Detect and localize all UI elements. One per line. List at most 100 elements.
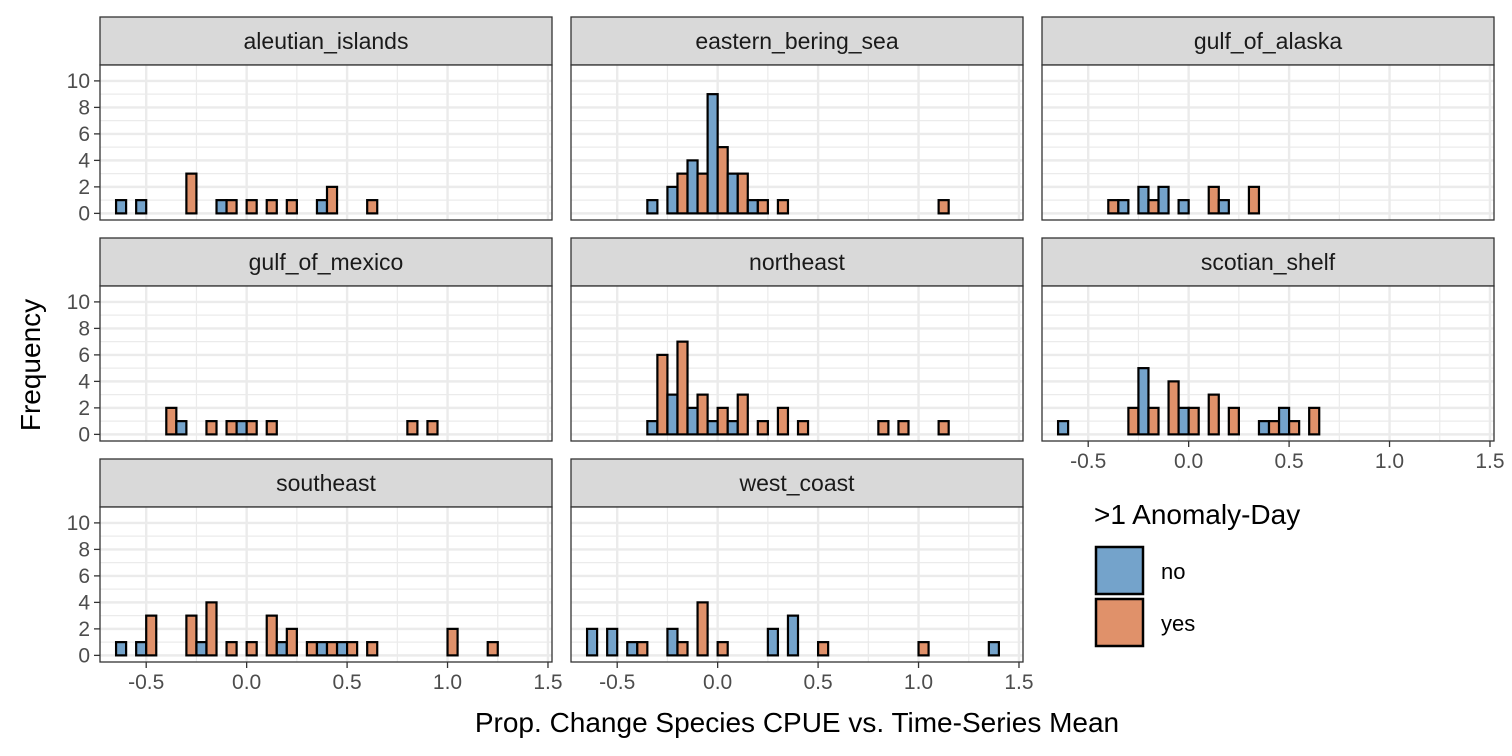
y-axis: 0 2 4 6 8 10: [67, 512, 100, 667]
bar-yes: [265, 614, 278, 657]
bar-no: [1177, 406, 1190, 436]
y-tick-label: 0: [78, 423, 90, 446]
panel-eastern-bering-sea: eastern_bering_sea: [570, 16, 1024, 221]
bar-no: [987, 641, 1000, 657]
bar-yes: [776, 199, 790, 215]
panel-bars: [646, 93, 950, 215]
bar-no: [1257, 420, 1271, 436]
panel-bars: [1107, 185, 1261, 215]
bar-yes: [1267, 420, 1281, 436]
bar-no: [766, 627, 780, 657]
panel-border: [570, 285, 1024, 442]
y-tick-label: 2: [78, 618, 90, 641]
facet-strip-label: scotian_shelf: [1201, 249, 1336, 275]
bar-yes: [716, 146, 729, 215]
bar-yes: [185, 172, 198, 215]
x-tick-label: 1.5: [533, 671, 562, 694]
y-tick-label: 10: [67, 70, 90, 93]
bar-no: [726, 420, 739, 436]
panel-border: [99, 506, 553, 663]
bar-yes: [636, 641, 649, 657]
panel-aleutian-islands: aleutian_islands 0 2 4 6 8 10: [67, 16, 553, 225]
bar-no: [1056, 420, 1070, 436]
bar-no: [195, 641, 208, 657]
bar-no: [626, 641, 639, 657]
bar-yes: [245, 641, 258, 657]
y-tick-label: 4: [78, 591, 90, 614]
bar-no: [726, 172, 739, 215]
legend-title: >1 Anomaly-Day: [1094, 499, 1300, 530]
x-tick-label: 0.0: [703, 671, 732, 694]
bar-yes: [756, 199, 769, 215]
bar-no: [646, 420, 659, 436]
bar-yes: [736, 172, 749, 215]
panel-background: [571, 286, 1023, 441]
panel-scotian-shelf: scotian_shelf -0.5 0.0 0.5 1.0 1.5: [1041, 237, 1505, 473]
panel-bars: [585, 601, 1000, 657]
bar-no: [275, 641, 288, 657]
bar-yes: [486, 641, 499, 657]
panel-bars: [114, 172, 379, 215]
bar-yes: [1107, 199, 1120, 215]
bar-yes: [656, 353, 669, 436]
facet-strip: [99, 16, 553, 66]
bar-no: [1177, 199, 1190, 215]
bar-no: [335, 641, 349, 657]
facet-strip: [570, 237, 1024, 287]
bar-yes: [1187, 406, 1200, 436]
legend-key-yes: [1094, 597, 1145, 648]
bar-yes: [1147, 406, 1160, 436]
bar-yes: [776, 406, 790, 436]
panel-west-coast: west_coast -0.5 0.0 0.5 1.0 1.5: [570, 458, 1034, 694]
bar-yes: [937, 199, 950, 215]
bar-yes: [897, 420, 910, 436]
x-tick-label: 1.5: [1475, 450, 1504, 473]
panel-gulf-of-alaska: gulf_of_alaska: [1041, 16, 1495, 221]
panel-bars: [165, 406, 439, 436]
facet-strip-label: gulf_of_alaska: [1194, 28, 1343, 54]
bar-yes: [796, 420, 810, 436]
bar-no: [175, 420, 188, 436]
bar-no: [315, 199, 329, 215]
bar-yes: [205, 601, 218, 657]
bar-yes: [696, 393, 709, 436]
bar-yes: [676, 172, 689, 215]
panel-southeast: southeast 0 2 4 6 8 10 -0.5 0.0 0.5 1.0 1.5: [67, 458, 563, 694]
x-tick-label: -0.5: [128, 671, 164, 694]
x-tick-label: 1.0: [1375, 450, 1404, 473]
bar-yes: [325, 185, 339, 215]
panel-border: [570, 64, 1024, 221]
bar-yes: [285, 199, 298, 215]
bar-no: [315, 641, 329, 657]
bar-no: [706, 420, 719, 436]
bar-no: [1137, 185, 1150, 215]
x-tick-label: 0.5: [1274, 450, 1303, 473]
y-tick-label: 2: [78, 176, 90, 199]
bar-no: [686, 406, 699, 436]
legend-key-no: [1094, 545, 1145, 596]
y-axis: 0 2 4 6 8 10: [67, 291, 100, 446]
bar-yes: [1167, 380, 1180, 436]
bar-yes: [877, 420, 890, 436]
y-tick-label: 6: [78, 344, 90, 367]
x-tick-label: 0.0: [232, 671, 261, 694]
x-tick-label: 1.0: [433, 671, 462, 694]
facet-strip: [99, 458, 553, 508]
y-tick-label: 4: [78, 370, 90, 393]
panels-layer: aleutian_islands 0 2 4 6 8 10 eastern_bering_se…: [67, 16, 1505, 694]
y-tick-label: 2: [78, 397, 90, 420]
x-tick-label: 1.0: [904, 671, 933, 694]
bar-yes: [285, 627, 298, 657]
y-tick-label: 6: [78, 565, 90, 588]
bar-no: [646, 199, 659, 215]
bar-no: [706, 93, 719, 215]
x-tick-label: 0.5: [803, 671, 832, 694]
x-tick-label: 0.5: [332, 671, 361, 694]
bar-yes: [1287, 420, 1301, 436]
bar-no: [1137, 367, 1150, 436]
panel-bars: [114, 601, 499, 657]
bar-yes: [917, 641, 930, 657]
bar-yes: [185, 614, 198, 657]
panel-background: [1042, 286, 1494, 441]
